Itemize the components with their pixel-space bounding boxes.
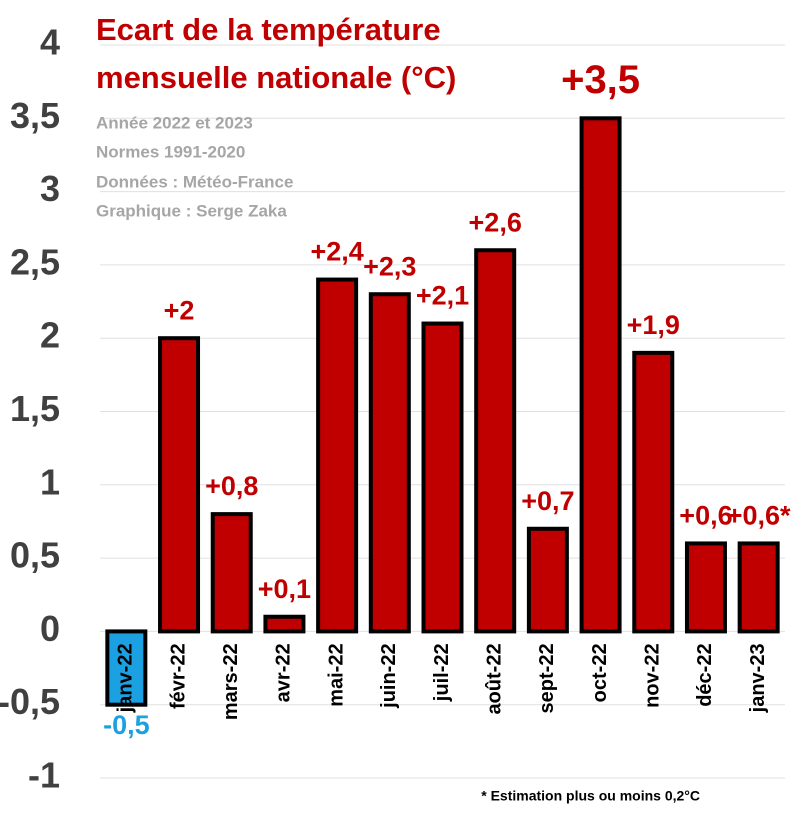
value-label: +2,4	[310, 237, 363, 267]
y-tick-label: 0,5	[10, 535, 60, 576]
y-tick-label: -0,5	[0, 681, 60, 722]
value-label: -0,5	[103, 710, 150, 740]
value-label: +3,5	[561, 58, 640, 102]
value-label: +0,6*	[727, 501, 791, 531]
chart-title: mensuelle nationale (°C)	[96, 60, 456, 95]
value-label: +0,8	[205, 471, 258, 501]
value-label: +2	[164, 295, 195, 325]
bar	[474, 248, 517, 634]
bar	[368, 292, 411, 634]
value-label: +2,6	[469, 207, 522, 237]
y-tick-label: 4	[40, 22, 60, 63]
subtitle: Graphique : Serge Zaka	[96, 201, 287, 220]
y-tick-label: 2	[40, 315, 60, 356]
x-tick-label: juin-22	[378, 643, 400, 708]
y-tick-label: 0	[40, 608, 60, 649]
bar	[105, 629, 148, 707]
value-label: +0,7	[521, 486, 574, 516]
value-label: +0,1	[258, 574, 311, 604]
x-tick-label: nov-22	[642, 643, 664, 707]
subtitle: Normes 1991-2020	[96, 142, 245, 161]
subtitle: Année 2022 et 2023	[96, 113, 253, 132]
x-tick-label: juil-22	[431, 643, 453, 702]
x-tick-label: déc-22	[694, 643, 716, 706]
y-tick-label: 2,5	[10, 241, 60, 282]
bar	[632, 350, 675, 634]
bar	[316, 277, 359, 634]
chart-title: Ecart de la température	[96, 12, 441, 47]
x-tick-label: sept-22	[536, 643, 558, 713]
bar	[684, 541, 727, 634]
x-tick-label: avr-22	[273, 643, 295, 702]
y-tick-label: 3	[40, 168, 60, 209]
y-tick-label: 3,5	[10, 95, 60, 136]
bar	[263, 614, 306, 634]
bar	[158, 336, 201, 634]
value-label: +2,3	[363, 251, 416, 281]
x-tick-label: janv-22	[115, 643, 137, 713]
y-tick-label: 1,5	[10, 388, 60, 429]
bar	[737, 541, 780, 634]
x-tick-label: févr-22	[167, 643, 189, 709]
x-tick-label: janv-23	[747, 643, 769, 713]
x-tick-label: oct-22	[589, 643, 611, 702]
y-tick-label: -1	[28, 755, 60, 796]
bar	[579, 116, 622, 634]
footnote: * Estimation plus ou moins 0,2°C	[481, 788, 700, 804]
bar	[210, 512, 253, 634]
value-label: +1,9	[627, 310, 680, 340]
value-label: +2,1	[416, 281, 469, 311]
x-tick-label: août-22	[483, 643, 505, 714]
y-tick-label: 1	[40, 461, 60, 502]
value-label: +0,6	[679, 501, 732, 531]
x-tick-label: mars-22	[220, 643, 242, 720]
bar	[526, 526, 569, 634]
bar	[421, 321, 464, 634]
x-tick-label: mai-22	[325, 643, 347, 706]
subtitle: Données : Météo-France	[96, 172, 293, 191]
